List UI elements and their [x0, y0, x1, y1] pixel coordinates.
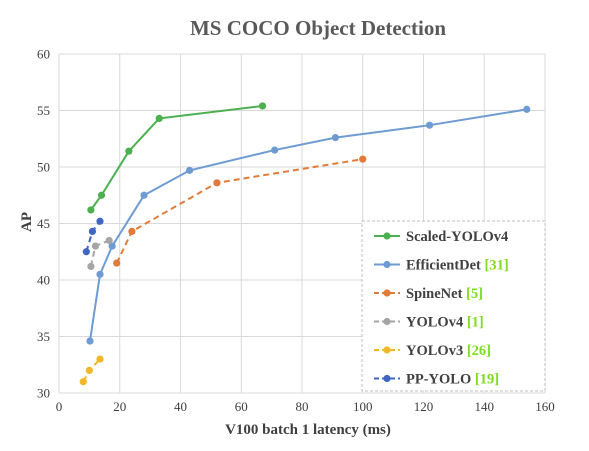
y-tick-label: 50	[37, 160, 50, 175]
data-point-scaled-yolov4	[97, 191, 106, 199]
legend-label: YOLOv3 [26]	[406, 343, 491, 359]
x-tick-label: 20	[113, 399, 126, 414]
legend: Scaled-YOLOv4 EfficientDet [31] SpineNet […	[361, 220, 546, 392]
data-point-yolov3	[96, 355, 104, 363]
data-point-yolov4	[91, 242, 100, 250]
y-axis-label: AP	[19, 212, 35, 232]
series-line-scaled-yolov4	[90, 104, 263, 211]
data-point-scaled-yolov4	[258, 102, 267, 110]
x-tick-label: 100	[353, 399, 373, 414]
data-point-scaled-yolov4	[87, 206, 95, 214]
y-tick-label: 35	[37, 329, 50, 344]
legend-swatch-marker	[383, 374, 391, 383]
x-tick-label: 40	[174, 399, 187, 414]
x-tick-label: 120	[414, 399, 434, 414]
x-axis-label: V100 batch 1 latency (ms)	[225, 422, 391, 438]
data-point-efficientdet	[86, 337, 94, 345]
legend-citation: [19]	[471, 372, 499, 388]
data-point-pp-yolo	[88, 227, 97, 236]
series-pp-yolo	[82, 217, 104, 256]
data-point-efficientdet	[425, 121, 434, 129]
data-point-efficientdet	[186, 166, 194, 174]
legend-swatch-marker	[383, 260, 391, 269]
legend-item-spinenet: SpineNet [5]	[374, 286, 483, 302]
data-point-spinenet	[213, 179, 221, 187]
data-point-scaled-yolov4	[155, 114, 163, 123]
series-spinenet	[113, 155, 367, 267]
y-tick-label: 40	[37, 273, 50, 288]
data-point-yolov4	[105, 236, 113, 245]
series-efficientdet	[86, 105, 531, 345]
data-point-efficientdet	[271, 146, 279, 154]
legend-label: Scaled-YOLOv4	[406, 229, 508, 245]
series-scaled-yolov4	[87, 102, 267, 214]
legend-item-pp-yolo: PP-YOLO [19]	[374, 372, 499, 388]
data-point-efficientdet	[96, 270, 104, 278]
data-point-spinenet	[113, 259, 121, 267]
x-tick-label: 60	[235, 399, 248, 414]
data-point-yolov4	[87, 262, 95, 271]
legend-item-efficientdet: EfficientDet [31]	[374, 258, 509, 274]
legend-swatch-marker	[383, 346, 391, 354]
legend-swatch-marker	[383, 317, 391, 326]
data-point-pp-yolo	[96, 217, 104, 225]
legend-box	[361, 220, 546, 392]
x-tick-labels: 0 20 40 60 80 100 120 140 160	[56, 399, 555, 414]
legend-label: PP-YOLO [19]	[406, 372, 499, 388]
legend-swatch-marker	[383, 232, 391, 240]
x-tick-label: 0	[56, 399, 63, 414]
legend-citation: [5]	[462, 286, 483, 302]
data-point-efficientdet	[108, 242, 116, 250]
y-tick-label: 55	[37, 103, 50, 118]
data-point-pp-yolo	[82, 248, 90, 256]
legend-label: SpineNet [5]	[406, 286, 483, 302]
series-layer	[79, 102, 531, 386]
legend-label: YOLOv4 [1]	[406, 315, 484, 331]
data-point-spinenet	[359, 155, 367, 163]
y-tick-label: 45	[37, 216, 50, 231]
x-tick-label: 160	[535, 399, 555, 414]
legend-item-yolov4: YOLOv4 [1]	[374, 315, 484, 331]
y-tick-label: 60	[37, 47, 50, 62]
x-tick-label: 140	[475, 399, 495, 414]
legend-citation: [26]	[463, 343, 491, 359]
legend-item-yolov3: YOLOv3 [26]	[374, 343, 491, 359]
y-tick-labels: 30 35 40 45 50 55 60	[37, 47, 50, 401]
x-tick-label: 80	[296, 399, 309, 414]
data-point-spinenet	[128, 227, 136, 236]
data-point-yolov3	[85, 366, 93, 374]
data-point-efficientdet	[523, 105, 531, 113]
legend-citation: [31]	[481, 258, 509, 274]
legend-label: EfficientDet [31]	[406, 258, 509, 274]
data-point-efficientdet	[140, 191, 148, 199]
data-point-efficientdet	[331, 134, 340, 142]
data-point-scaled-yolov4	[125, 147, 133, 155]
data-point-yolov3	[79, 378, 87, 386]
legend-item-scaled-yolov4: Scaled-YOLOv4	[374, 229, 508, 245]
chart-title: MS COCO Object Detection	[190, 16, 446, 40]
y-tick-label: 30	[37, 386, 50, 401]
series-yolov4	[87, 236, 113, 271]
series-yolov3	[79, 355, 104, 386]
legend-citation: [1]	[463, 315, 484, 331]
legend-swatch-marker	[383, 289, 391, 297]
series-line-spinenet	[115, 158, 363, 264]
